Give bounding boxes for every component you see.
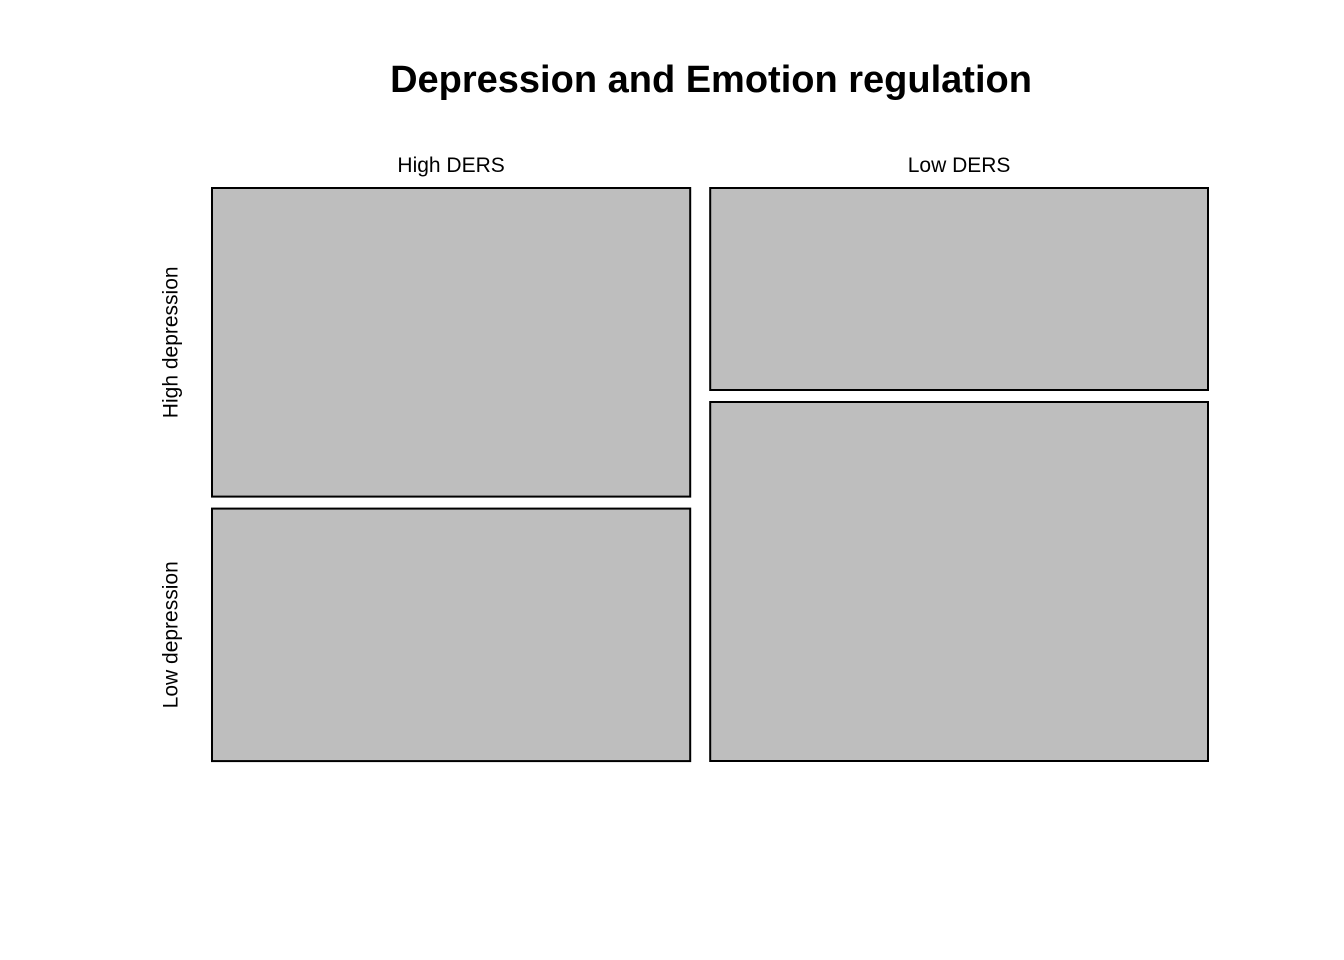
row-label-high-depression: High depression <box>160 266 183 418</box>
tile-high-ders-low-depression <box>211 507 692 763</box>
row-label-low-depression: Low depression <box>160 561 183 708</box>
tile-high-ders-high-depression <box>211 187 692 498</box>
column-label-high-ders: High DERS <box>397 154 504 177</box>
mosaic-tiles <box>211 187 1209 763</box>
tile-low-ders-low-depression <box>709 401 1209 762</box>
column-labels: High DERS Low DERS <box>397 154 1010 177</box>
column-label-low-ders: Low DERS <box>908 154 1011 177</box>
tile-low-ders-high-depression <box>709 187 1209 391</box>
row-labels: High depression Low depression <box>160 266 183 708</box>
chart-title: Depression and Emotion regulation <box>390 59 1032 101</box>
